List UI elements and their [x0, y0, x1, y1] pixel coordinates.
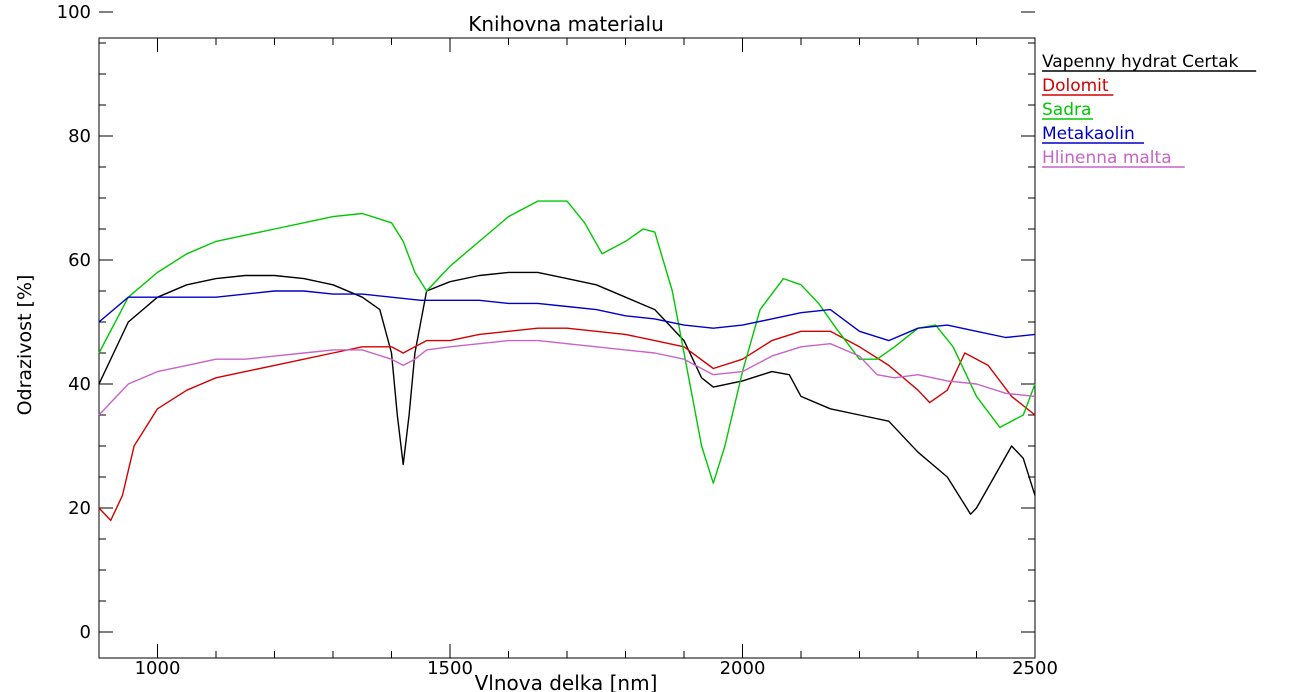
x-axis-label: Vlnova delka [nm] [475, 671, 658, 692]
series-line-5 [98, 339, 1036, 416]
legend: Vapenny hydrat Certak Dolomit Sadra Metakao… [1042, 52, 1257, 168]
legend-label: Dolomit [1042, 76, 1109, 96]
series-line-1 [98, 271, 1036, 515]
x-tick-label: 2500 [1012, 658, 1058, 679]
legend-label: Vapenny hydrat Certak [1042, 52, 1238, 72]
series-line-4 [98, 290, 1036, 342]
x-tick-label: 1500 [427, 658, 473, 679]
series-layer [98, 200, 1036, 522]
chart-title: Knihovna materialu [468, 12, 664, 36]
x-tick-label: 2000 [720, 658, 766, 679]
y-tick-label: 100 [57, 2, 91, 23]
legend-label: Metakaolin [1042, 124, 1135, 144]
series-line-2 [98, 327, 1036, 522]
x-tick-label: 1000 [135, 658, 181, 679]
legend-label: Sadra [1042, 100, 1091, 120]
y-axis-label: Odrazivost [%] [14, 275, 36, 416]
series-line-3 [98, 200, 1036, 484]
y-tick-label: 60 [68, 250, 91, 271]
y-tick-label: 20 [68, 498, 91, 519]
y-tick-label: 0 [80, 622, 91, 643]
axes: 0 20 40 60 80 100 1000 1500 2000 2500 [57, 2, 1058, 679]
y-tick-label: 40 [68, 374, 91, 395]
plot-area [98, 37, 1036, 659]
y-tick-label: 80 [68, 126, 91, 147]
legend-label: Hlinenna malta [1042, 148, 1172, 168]
plot-frame [98, 37, 1036, 659]
